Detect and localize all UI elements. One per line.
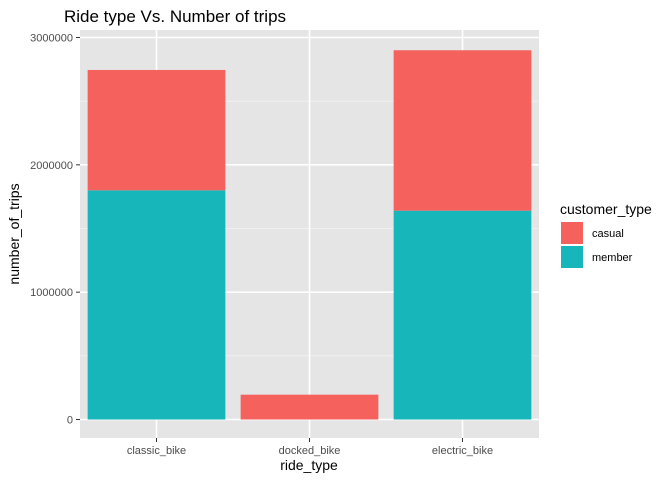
bar-casual-docked-bike [240, 394, 379, 420]
y-axis-title: number_of_trips [6, 183, 22, 284]
y-tick-label: 1000000 [30, 287, 73, 299]
bar-casual-electric-bike [393, 50, 532, 211]
y-tick-label: 3000000 [30, 33, 73, 45]
x-tick-label: electric_bike [432, 445, 493, 457]
legend-key-member [561, 246, 583, 268]
bars-group [87, 50, 532, 420]
legend: customer_type casual member [560, 201, 652, 268]
legend-key-casual [561, 222, 583, 244]
x-axis-title: ride_type [280, 457, 338, 473]
x-tick-label: classic_bike [127, 445, 186, 457]
chart-title: Ride type Vs. Number of trips [64, 7, 286, 26]
legend-label-casual: casual [592, 228, 624, 240]
y-axis: 0 1000000 2000000 3000000 [30, 33, 80, 427]
y-tick-label: 2000000 [30, 160, 73, 172]
bar-member-classic-bike [87, 190, 226, 420]
x-tick-label: docked_bike [279, 445, 341, 457]
bar-casual-classic-bike [87, 69, 226, 191]
x-axis: classic_bike docked_bike electric_bike [127, 438, 493, 457]
legend-items: casual member [561, 222, 633, 268]
bar-member-electric-bike [393, 210, 532, 420]
legend-label-member: member [592, 252, 633, 264]
legend-title: customer_type [560, 201, 652, 217]
y-tick-label: 0 [67, 415, 73, 427]
